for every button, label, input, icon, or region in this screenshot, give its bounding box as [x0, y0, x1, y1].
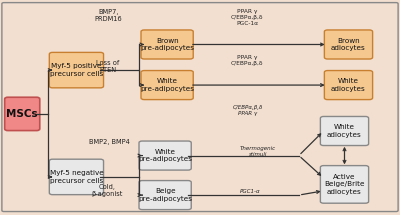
- FancyBboxPatch shape: [5, 97, 40, 131]
- Text: Beige
pre-adipocytes: Beige pre-adipocytes: [138, 188, 192, 202]
- Text: White
pre-adipocytes: White pre-adipocytes: [138, 149, 192, 162]
- Text: Loss of
PTEN: Loss of PTEN: [96, 60, 119, 73]
- Text: BMP2, BMP4: BMP2, BMP4: [89, 139, 130, 145]
- FancyBboxPatch shape: [320, 117, 369, 146]
- FancyBboxPatch shape: [141, 71, 193, 100]
- FancyBboxPatch shape: [49, 52, 104, 88]
- FancyBboxPatch shape: [141, 30, 193, 59]
- FancyBboxPatch shape: [324, 30, 372, 59]
- FancyBboxPatch shape: [320, 166, 369, 203]
- Text: White
adiocytes: White adiocytes: [331, 78, 366, 92]
- Text: Myf-5 negative
precursor cells: Myf-5 negative precursor cells: [50, 170, 103, 184]
- FancyBboxPatch shape: [139, 141, 191, 170]
- FancyBboxPatch shape: [139, 181, 191, 210]
- Text: Cold,
β-agonist: Cold, β-agonist: [92, 184, 123, 197]
- Text: PPAR γ
C/EBPα,β,δ: PPAR γ C/EBPα,β,δ: [231, 55, 263, 66]
- Text: Brown
pre-adipocytes: Brown pre-adipocytes: [140, 38, 194, 51]
- Text: C/EBPα,β,δ
PPAR γ: C/EBPα,β,δ PPAR γ: [233, 105, 263, 116]
- Text: PGC1-α: PGC1-α: [240, 189, 260, 194]
- Text: White
adiocytes: White adiocytes: [327, 124, 362, 138]
- FancyBboxPatch shape: [49, 159, 104, 195]
- Text: MSCs: MSCs: [6, 109, 38, 119]
- Text: Thermogenic
stimuli: Thermogenic stimuli: [240, 146, 276, 157]
- Text: Active
Beige/Brite
adiocytes: Active Beige/Brite adiocytes: [324, 174, 365, 195]
- Text: White
pre-adipocytes: White pre-adipocytes: [140, 78, 194, 92]
- Text: BMP7,
PRDM16: BMP7, PRDM16: [94, 9, 122, 22]
- Text: PPAR γ
C/EBPα,β,δ
PGC-1α: PPAR γ C/EBPα,β,δ PGC-1α: [231, 9, 263, 26]
- Text: Brown
adiocytes: Brown adiocytes: [331, 38, 366, 51]
- FancyBboxPatch shape: [324, 71, 372, 100]
- Text: Myf-5 positive
precursor cells: Myf-5 positive precursor cells: [50, 63, 103, 77]
